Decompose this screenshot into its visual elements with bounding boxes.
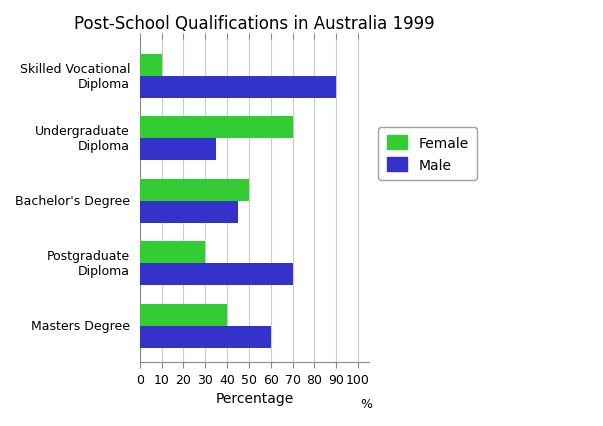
Bar: [140, 326, 271, 348]
X-axis label: Percentage: Percentage: [215, 391, 294, 406]
Bar: [140, 201, 238, 223]
Bar: [140, 179, 249, 201]
Bar: [140, 304, 227, 326]
Bar: [140, 242, 205, 264]
Bar: [140, 117, 292, 139]
Title: Post-School Qualifications in Australia 1999: Post-School Qualifications in Australia …: [74, 15, 435, 33]
Text: %: %: [360, 397, 372, 410]
Bar: [140, 264, 292, 285]
Bar: [140, 139, 216, 161]
Bar: [140, 55, 162, 77]
Bar: [140, 77, 336, 98]
Legend: Female, Male: Female, Male: [378, 127, 477, 181]
